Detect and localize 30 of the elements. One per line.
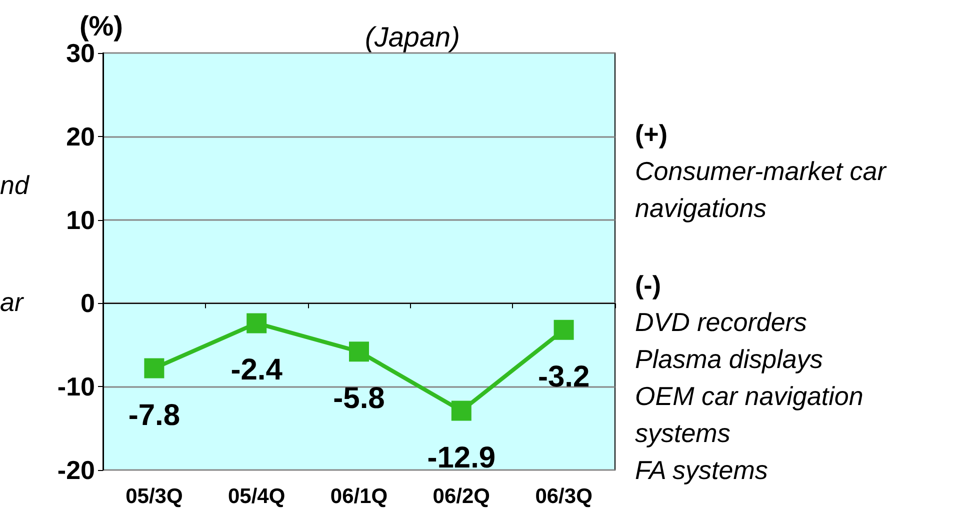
point (246, 313, 267, 334)
data-label: -5.8 (333, 382, 385, 416)
y-tick-label: -20 (57, 455, 95, 485)
data-label: -12.9 (427, 441, 496, 474)
y-tick-label: 20 (66, 121, 95, 152)
point (349, 342, 369, 362)
text: Plasma displays (635, 343, 824, 376)
x-tick-label: 06/2Q (432, 485, 490, 508)
text: nd (0, 170, 29, 201)
x-tick-label: 06/3Q (535, 485, 592, 508)
y-tick-label: 0 (80, 288, 95, 318)
text: ar (0, 287, 24, 318)
data-label: -7.8 (128, 398, 180, 432)
text: Consumer-market car navigations (635, 155, 888, 225)
text: (+) (635, 118, 668, 151)
text: OEM car navigation systems (635, 380, 864, 450)
point (144, 358, 164, 378)
data-label: -2.4 (230, 354, 283, 387)
text: FA systems (635, 454, 769, 487)
y-tick-label: -10 (57, 372, 95, 402)
x-tick-label: 05/4Q (228, 485, 286, 508)
x-tick-label: 05/3Q (126, 485, 183, 508)
point (451, 400, 472, 421)
text: (-) (635, 269, 662, 302)
text: DVD recorders (635, 306, 808, 339)
y-tick-label: 10 (66, 204, 95, 235)
chart-title: (Japan) (365, 22, 460, 52)
data-label: -3.2 (538, 360, 590, 394)
point (554, 320, 574, 340)
x-tick-label: 06/1Q (330, 485, 388, 508)
